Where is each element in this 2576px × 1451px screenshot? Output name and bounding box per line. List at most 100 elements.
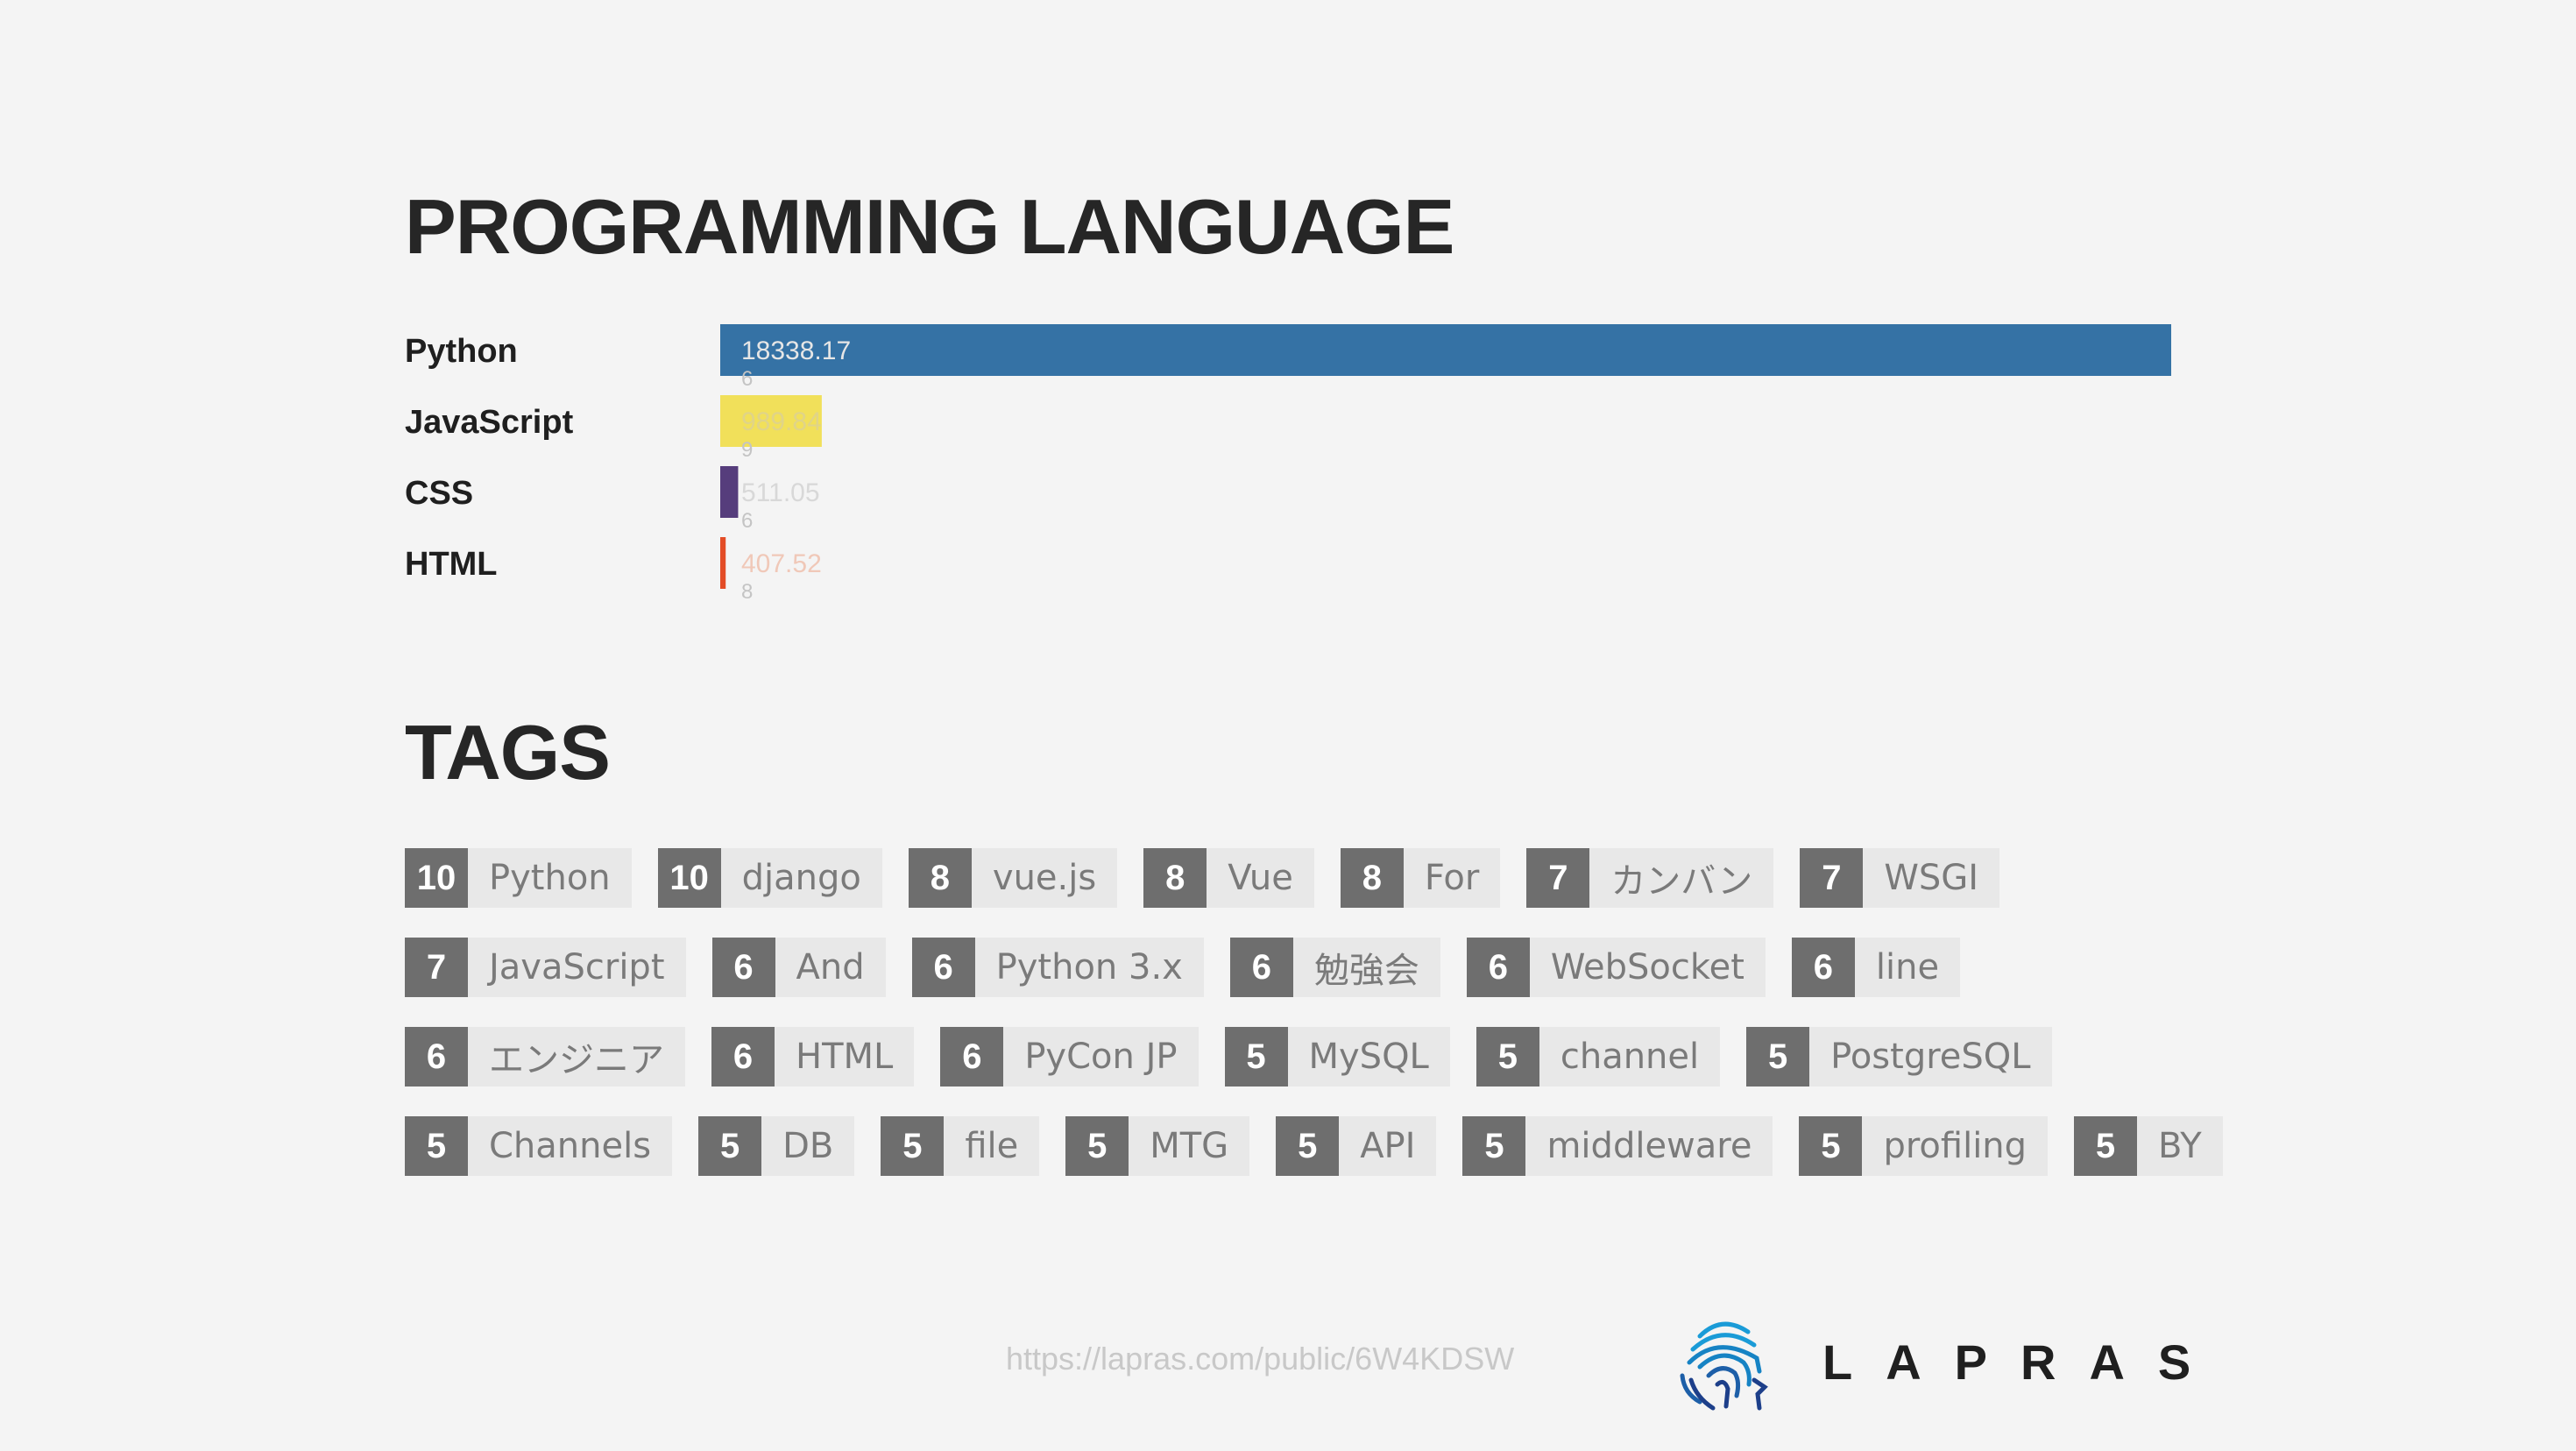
tag-name: For [1424, 858, 1480, 898]
tag-name: Channels [489, 1126, 652, 1166]
tag-count: 5 [1799, 1116, 1863, 1176]
tag-name: vue.js [992, 858, 1097, 898]
tag-item[interactable]: 6 WebSocket [1466, 938, 1766, 997]
tag-name: エンジニア [489, 1040, 664, 1080]
bar-value-label: 18338.17 [741, 336, 851, 365]
bar-value-label: 407.52 [741, 549, 822, 578]
tag-item[interactable]: 5 PostgreSQL [1746, 1027, 2052, 1086]
language-section-title: PROGRAMMING LANGUAGE [405, 183, 1454, 270]
tag-count: 6 [405, 1027, 468, 1086]
tag-count: 5 [2074, 1116, 2138, 1176]
tag-item[interactable]: 5 Channels [405, 1116, 673, 1176]
tag-item[interactable]: 7 JavaScript [405, 938, 686, 997]
tag-count: 5 [1476, 1027, 1539, 1086]
tag-item[interactable]: 6 エンジニア [405, 1027, 685, 1086]
tag-item[interactable]: 10 Python [405, 848, 632, 908]
tag-row: 5 Channels 5 DB 5 file 5 MTG 5 API 5 middleware 5 pro… [405, 1116, 2223, 1176]
tag-name: PyCon JP [1024, 1037, 1178, 1077]
tags-section-title: TAGS [405, 709, 611, 796]
tag-item[interactable]: 5 file [881, 1116, 1040, 1176]
tag-count: 6 [711, 938, 775, 997]
bar-value-sublabel: 8 [741, 580, 753, 604]
tag-name: 勉強会 [1313, 951, 1419, 991]
tag-item[interactable]: 5 DB [698, 1116, 855, 1176]
tag-row: 10 Python 10 django 8 vue.js 8 Vue 8 For 7 カンバン 7 WSG… [405, 848, 2157, 908]
tag-name: カンバン [1610, 861, 1753, 902]
language-bar-html [720, 537, 726, 589]
tag-item[interactable]: 5 BY [2074, 1116, 2223, 1176]
tag-item[interactable]: 10 django [657, 848, 882, 908]
tag-item[interactable]: 8 Vue [1143, 848, 1314, 908]
bar-value-sublabel: 6 [741, 509, 753, 533]
tag-count: 6 [1229, 938, 1293, 997]
bar-value-sublabel: 6 [741, 367, 753, 391]
tag-item[interactable]: 6 And [711, 938, 886, 997]
tag-count: 7 [405, 938, 468, 997]
tag-count: 6 [1791, 938, 1855, 997]
language-label-css: CSS [405, 475, 473, 512]
language-bar-python [720, 324, 2171, 376]
tag-count: 10 [405, 848, 468, 908]
tag-name: MySQL [1308, 1037, 1429, 1077]
bar-value-sublabel: 9 [741, 438, 753, 462]
tag-name: DB [782, 1126, 834, 1166]
tag-item[interactable]: 6 勉強会 [1229, 938, 1440, 997]
tag-name: profiling [1883, 1126, 2028, 1166]
tag-item[interactable]: 6 Python 3.x [911, 938, 1204, 997]
tag-item[interactable]: 5 channel [1476, 1027, 1721, 1086]
tag-name: django [741, 858, 861, 898]
tag-count: 5 [1462, 1116, 1526, 1176]
tag-item[interactable]: 5 API [1276, 1116, 1437, 1176]
tag-name: BY [2158, 1126, 2202, 1166]
tag-count: 6 [911, 938, 975, 997]
tag-name: channel [1560, 1037, 1700, 1077]
tag-item[interactable]: 5 profiling [1799, 1116, 2049, 1176]
tag-name: WSGI [1884, 858, 1979, 898]
tag-name: middleware [1546, 1126, 1752, 1166]
tag-item[interactable]: 5 MTG [1065, 1116, 1250, 1176]
tag-item[interactable]: 7 カンバン [1526, 848, 1774, 908]
language-label-python: Python [405, 333, 518, 370]
tag-count: 5 [881, 1116, 945, 1176]
tag-name: MTG [1150, 1126, 1229, 1166]
tag-item[interactable]: 8 For [1340, 848, 1501, 908]
tag-count: 5 [1065, 1116, 1129, 1176]
tag-item[interactable]: 5 MySQL [1224, 1027, 1450, 1086]
tag-count: 6 [711, 1027, 775, 1086]
tag-item[interactable]: 6 PyCon JP [940, 1027, 1199, 1086]
tag-count: 5 [405, 1116, 468, 1176]
language-label-html: HTML [405, 546, 498, 583]
tag-name: line [1875, 947, 1940, 987]
tag-item[interactable]: 6 line [1791, 938, 1961, 997]
bar-value-label: 511.05 [741, 478, 820, 507]
tag-name: Python 3.x [995, 947, 1183, 987]
bar-value-label: 989.84 [741, 407, 822, 436]
language-bar-javascript [720, 395, 822, 447]
tag-count: 5 [698, 1116, 762, 1176]
tag-count: 10 [657, 848, 721, 908]
tag-count: 6 [1466, 938, 1530, 997]
tag-name: API [1360, 1126, 1416, 1166]
tag-item[interactable]: 6 HTML [711, 1027, 915, 1086]
tag-item[interactable]: 7 WSGI [1800, 848, 2000, 908]
tag-item[interactable]: 8 vue.js [908, 848, 1118, 908]
tag-name: PostgreSQL [1830, 1037, 2031, 1077]
tag-name: JavaScript [489, 947, 665, 987]
tag-row: 7 JavaScript 6 And 6 Python 3.x 6 勉強会 6 WebSocket… [405, 938, 2157, 997]
tag-name: Python [489, 858, 611, 898]
tag-count: 5 [1224, 1027, 1288, 1086]
tag-name: WebSocket [1550, 947, 1744, 987]
tag-list: 10 Python 10 django 8 vue.js 8 Vue 8 For 7 カンバン 7 WSG… [405, 848, 2223, 1206]
profile-url[interactable]: https://lapras.com/public/6W4KDSW [1006, 1341, 1515, 1377]
tag-count: 8 [1143, 848, 1207, 908]
tag-count: 7 [1526, 848, 1590, 908]
tag-name: HTML [796, 1037, 894, 1077]
language-bar-css [720, 466, 739, 518]
tag-count: 8 [908, 848, 972, 908]
lapras-logo-text: LAPRAS [1822, 1334, 2225, 1390]
tag-count: 7 [1800, 848, 1864, 908]
tag-row: 6 エンジニア 6 HTML 6 PyCon JP 5 MySQL 5 channel 5 Postg… [405, 1027, 2157, 1086]
tag-name: And [796, 947, 865, 987]
tag-item[interactable]: 5 middleware [1462, 1116, 1773, 1176]
